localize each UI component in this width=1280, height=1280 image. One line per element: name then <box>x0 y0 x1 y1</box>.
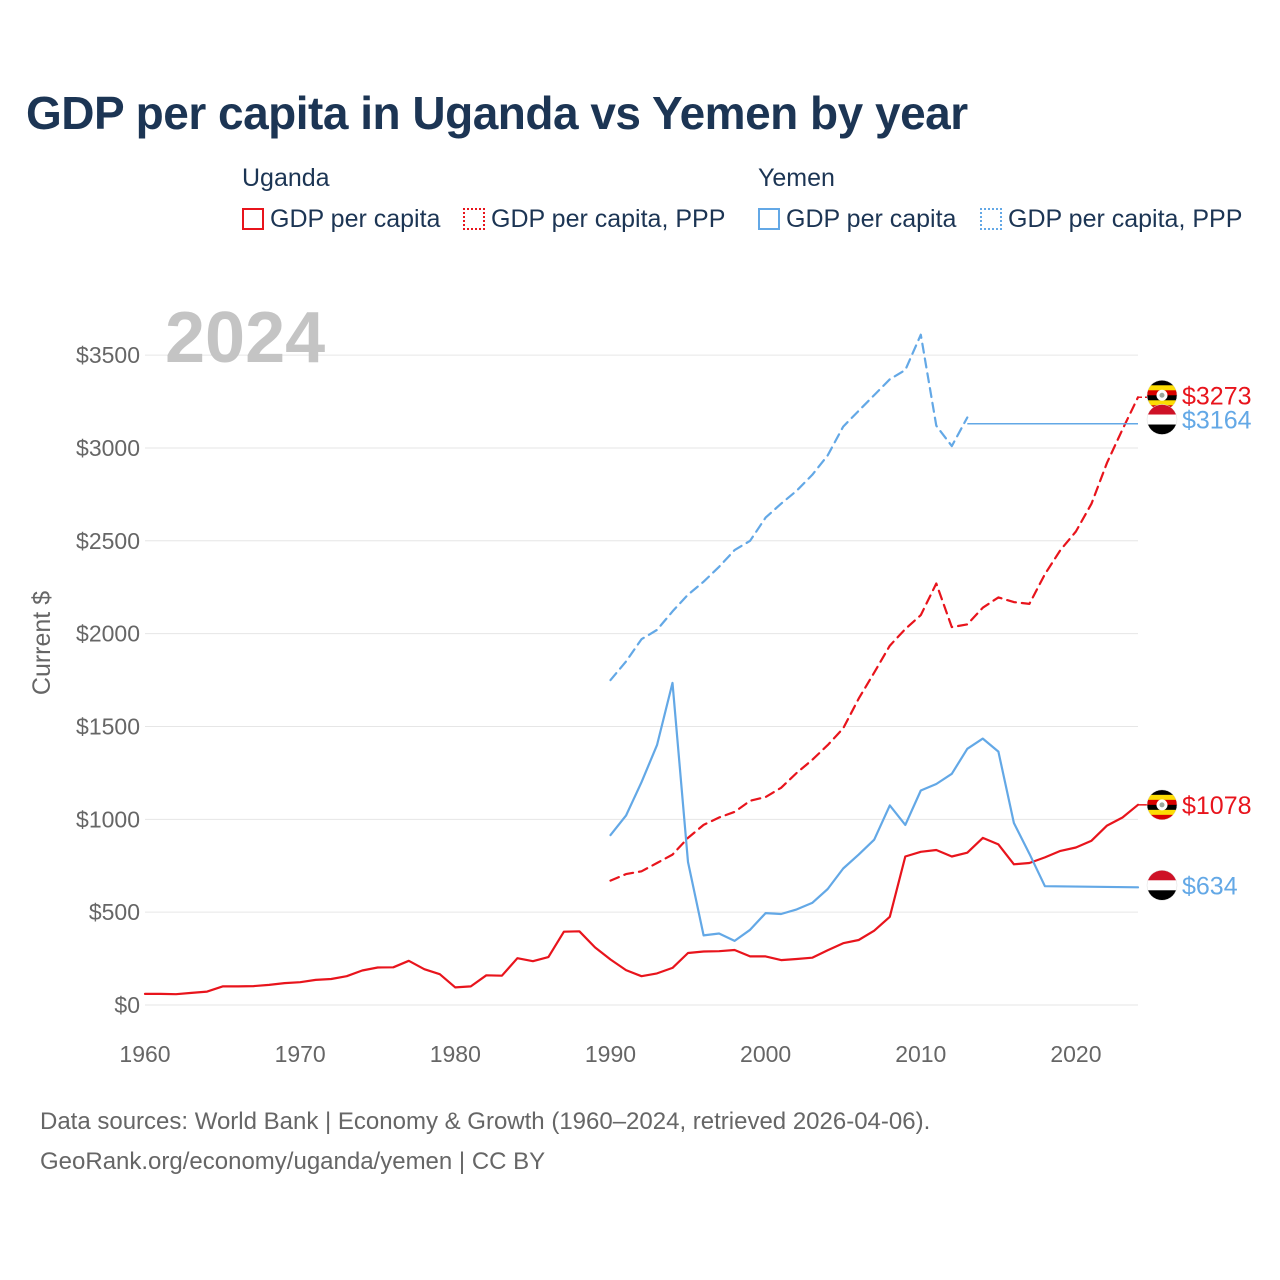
y-tick-label: $2000 <box>76 621 140 647</box>
flag-emblem-bird <box>1159 802 1165 808</box>
yemen-end-value-label: $3164 <box>1182 407 1252 435</box>
y-tick-label: $3500 <box>76 342 140 368</box>
end-label-layer: $3273$3164 $1078 $634 <box>1146 380 1252 901</box>
flag-stripe <box>1147 809 1177 816</box>
x-tick-label: 2010 <box>895 1041 946 1067</box>
attribution-link[interactable]: GeoRank.org/economy/uganda/yemen | CC BY <box>40 1148 546 1175</box>
yemen-gdp-line <box>609 681 1140 943</box>
flag-stripe <box>1147 789 1177 796</box>
y-tick-label: $1000 <box>76 806 140 832</box>
y-tick-label: $3000 <box>76 435 140 461</box>
x-tick-label: 1990 <box>585 1041 636 1067</box>
legend-label: GDP per capita, PPP <box>1008 204 1243 233</box>
series-layer <box>143 333 1148 996</box>
flag-outline <box>1146 404 1178 435</box>
legend-dotted-swatch-icon <box>980 208 1002 230</box>
legend-yemen-gdp[interactable]: GDP per capita <box>758 204 956 234</box>
yemen-flag-icon <box>1146 404 1178 435</box>
data-source-note: Data sources: World Bank | Economy & Gro… <box>40 1108 931 1135</box>
flag-outline <box>1146 789 1178 821</box>
legend-label: GDP per capita, PPP <box>491 204 726 233</box>
uganda-flag-icon <box>1146 789 1178 821</box>
uganda-end-value-label: $3273 <box>1182 382 1252 410</box>
legend-solid-swatch-icon <box>758 208 780 230</box>
flag-stripe <box>1147 380 1177 386</box>
legend-group-yemen: Yemen <box>758 164 835 192</box>
year-watermark: 2024 <box>165 298 325 378</box>
legend-dotted-swatch-icon <box>463 208 485 230</box>
uganda-gdp-line <box>143 803 1140 996</box>
legend-yemen-gdp-ppp[interactable]: GDP per capita, PPP <box>980 204 1242 234</box>
y-tick-label: $500 <box>89 899 140 925</box>
x-tick-label: 1960 <box>119 1041 170 1067</box>
flag-stripe <box>1147 400 1177 406</box>
flag-stripe <box>1147 414 1177 426</box>
legend-uganda-gdp[interactable]: GDP per capita <box>242 204 440 234</box>
legend-label: GDP per capita <box>270 204 441 233</box>
flag-stripes <box>1147 870 1177 901</box>
y-tick-label: $1500 <box>76 713 140 739</box>
flag-stripe <box>1147 814 1177 820</box>
flag-stripes <box>1147 789 1177 820</box>
y-tick-label: $2500 <box>76 528 140 554</box>
yemen-flag-icon <box>1146 870 1178 901</box>
x-tick-label: 2020 <box>1050 1041 1101 1067</box>
y-tick-label: $0 <box>114 992 140 1018</box>
flag-stripe <box>1147 794 1177 801</box>
legend-solid-swatch-icon <box>242 208 264 230</box>
flag-stripes <box>1147 404 1177 435</box>
flag-outline <box>1146 870 1178 901</box>
flag-stripe <box>1147 870 1177 881</box>
grid-layer <box>145 354 1138 1006</box>
y-axis-label: Current $ <box>28 591 56 695</box>
legend-label: GDP per capita <box>786 204 957 233</box>
yemen-end-value-label: $634 <box>1182 872 1238 900</box>
flag-stripe <box>1147 385 1177 391</box>
legend-uganda-gdp-ppp[interactable]: GDP per capita, PPP <box>463 204 725 234</box>
flag-stripe <box>1147 404 1177 416</box>
flag-emblem-bird <box>1159 392 1165 398</box>
axis-layer: $0 $500 $1000 $1500 $2000 $2500 $3000 $3500 1960… <box>76 342 1101 1067</box>
legend-group-uganda: Uganda <box>242 164 330 192</box>
uganda-gdp-ppp-line <box>609 396 1140 882</box>
flag-stripe <box>1147 424 1177 435</box>
x-tick-label: 1970 <box>275 1041 326 1067</box>
uganda-end-value-label: $1078 <box>1182 792 1252 820</box>
yemen-gdp-ppp-line <box>609 333 969 682</box>
flag-stripe <box>1147 890 1177 901</box>
x-tick-label: 1980 <box>430 1041 481 1067</box>
x-tick-label: 2000 <box>740 1041 791 1067</box>
chart-title: GDP per capita in Uganda vs Yemen by yea… <box>26 87 968 139</box>
flag-stripe <box>1147 880 1177 891</box>
